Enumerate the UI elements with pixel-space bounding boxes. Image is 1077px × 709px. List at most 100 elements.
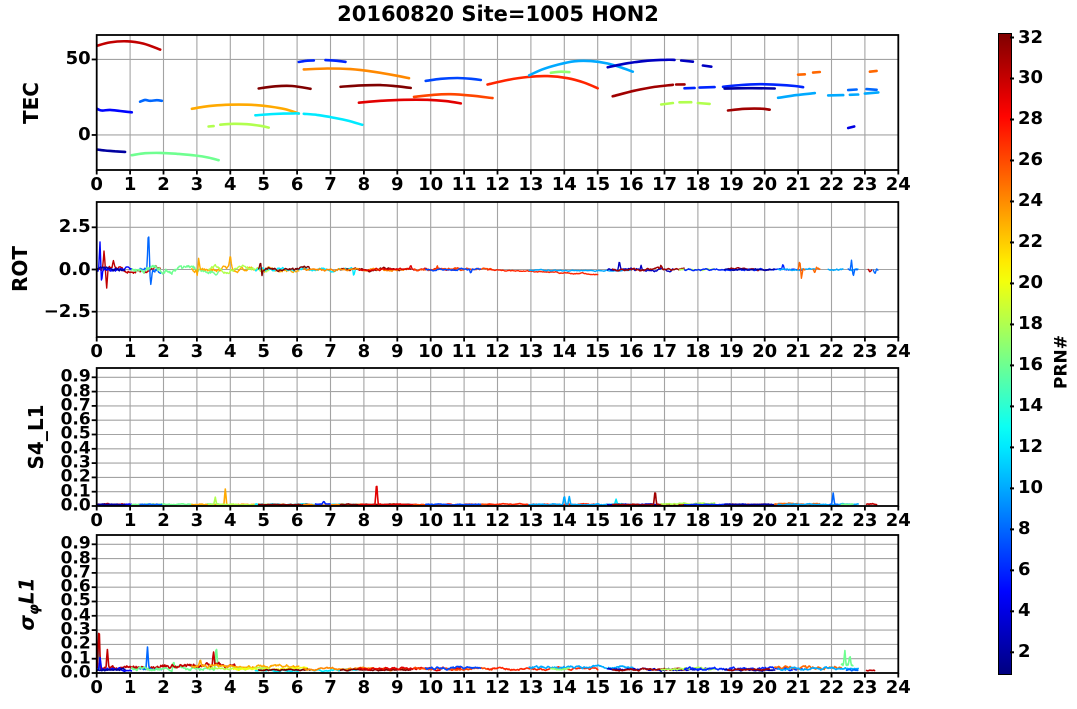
x-tick-label: 1 xyxy=(123,510,137,531)
x-tick-label: 2 xyxy=(157,341,170,362)
x-tick-label: 0 xyxy=(90,510,103,531)
x-tick-label: 18 xyxy=(685,341,711,362)
x-tick-label: 18 xyxy=(685,174,711,195)
series-line xyxy=(191,256,300,277)
series-line xyxy=(840,649,854,667)
y-tick-label: 0.1 xyxy=(60,648,91,669)
x-tick-label: 23 xyxy=(852,510,878,531)
series-line xyxy=(339,83,412,90)
series-line xyxy=(258,262,311,277)
series-line xyxy=(424,503,482,506)
y-tick-label: 0.3 xyxy=(60,619,91,640)
x-tick-label: 11 xyxy=(451,174,477,195)
series-line xyxy=(846,88,858,92)
series-line xyxy=(863,91,880,95)
series-line xyxy=(257,668,311,672)
colorbar-tick-label: 24 xyxy=(1018,190,1044,212)
x-tick-label: 13 xyxy=(518,677,544,698)
series-line xyxy=(726,107,771,112)
series-line xyxy=(207,666,270,671)
y-tick-label: 0.7 xyxy=(60,395,91,416)
series-line xyxy=(257,503,311,506)
series-line xyxy=(696,101,711,106)
y-tick-label: 0.0 xyxy=(60,662,91,683)
x-tick-label: 17 xyxy=(651,341,678,362)
x-tick-label: 1 xyxy=(123,174,137,195)
x-tick-label: 11 xyxy=(451,341,477,362)
colorbar-tick-label: 22 xyxy=(1018,231,1044,253)
series-line xyxy=(324,58,347,64)
series-line xyxy=(777,267,816,272)
series-line xyxy=(139,236,163,286)
series-line xyxy=(96,39,162,51)
colorbar-tick-label: 16 xyxy=(1018,354,1044,376)
x-tick-label: 16 xyxy=(618,677,644,698)
x-tick-label: 0 xyxy=(90,341,103,362)
x-tick-label: 4 xyxy=(224,341,237,362)
x-tick-label: 6 xyxy=(290,341,304,362)
x-tick-label: 4 xyxy=(224,677,237,698)
x-tick-label: 17 xyxy=(651,510,678,531)
x-tick-label: 8 xyxy=(357,510,371,531)
x-tick-label: 14 xyxy=(551,510,577,531)
series-line xyxy=(829,492,839,506)
x-tick-label: 9 xyxy=(391,677,404,698)
x-tick-label: 15 xyxy=(585,174,611,195)
series-line xyxy=(425,267,482,274)
series-line xyxy=(257,84,312,91)
y-tick-label: 0.5 xyxy=(60,590,91,611)
series-line xyxy=(865,87,878,92)
colorbar-tick-label: 14 xyxy=(1018,395,1044,417)
x-tick-label: 20 xyxy=(752,677,778,698)
series-line xyxy=(138,98,164,103)
colorbar-tick-label: 10 xyxy=(1018,477,1044,499)
panel-series-group xyxy=(96,632,876,673)
series-line xyxy=(131,264,220,276)
panel-series-group xyxy=(96,39,880,162)
x-tick-label: 15 xyxy=(585,677,611,698)
series-line xyxy=(424,665,482,671)
series-line xyxy=(96,632,161,671)
y-tick-label: 0.4 xyxy=(60,605,91,626)
x-tick-label: 2 xyxy=(157,174,170,195)
panel-series-group xyxy=(96,236,879,289)
x-tick-label: 16 xyxy=(618,510,644,531)
y-tick-label: 0.9 xyxy=(60,533,91,554)
series-line xyxy=(190,103,301,115)
x-tick-label: 5 xyxy=(257,677,270,698)
series-line xyxy=(867,268,873,273)
y-tick-label: 0.9 xyxy=(60,366,91,387)
x-tick-label: 10 xyxy=(418,510,444,531)
y-tick-label: 50 xyxy=(65,48,91,70)
x-tick-label: 3 xyxy=(190,341,204,362)
x-tick-label: 21 xyxy=(785,510,811,531)
series-line xyxy=(827,268,844,272)
x-tick-label: 21 xyxy=(785,677,811,698)
series-line xyxy=(776,91,817,100)
series-line xyxy=(486,666,599,672)
x-tick-label: 18 xyxy=(685,510,711,531)
colorbar-tick-label: 32 xyxy=(1018,26,1044,48)
series-line xyxy=(357,98,463,105)
series-line xyxy=(872,268,879,274)
y-tick-label: 0.2 xyxy=(60,466,91,487)
series-line xyxy=(412,92,494,100)
x-tick-label: 3 xyxy=(190,510,204,531)
x-tick-label: 20 xyxy=(752,510,778,531)
series-line xyxy=(812,266,821,274)
x-tick-label: 4 xyxy=(224,510,237,531)
x-tick-label: 11 xyxy=(451,510,477,531)
colorbar-tick-label: 18 xyxy=(1018,313,1044,335)
x-tick-label: 8 xyxy=(357,341,371,362)
x-tick-label: 7 xyxy=(324,677,337,698)
x-tick-label: 24 xyxy=(885,174,911,195)
x-tick-label: 24 xyxy=(885,341,911,362)
x-tick-label: 10 xyxy=(418,174,444,195)
x-tick-label: 6 xyxy=(290,510,304,531)
x-tick-label: 17 xyxy=(651,677,678,698)
series-line xyxy=(358,485,462,506)
series-line xyxy=(254,112,301,117)
series-line xyxy=(297,59,316,64)
y-tick-label: 0.4 xyxy=(60,438,91,459)
